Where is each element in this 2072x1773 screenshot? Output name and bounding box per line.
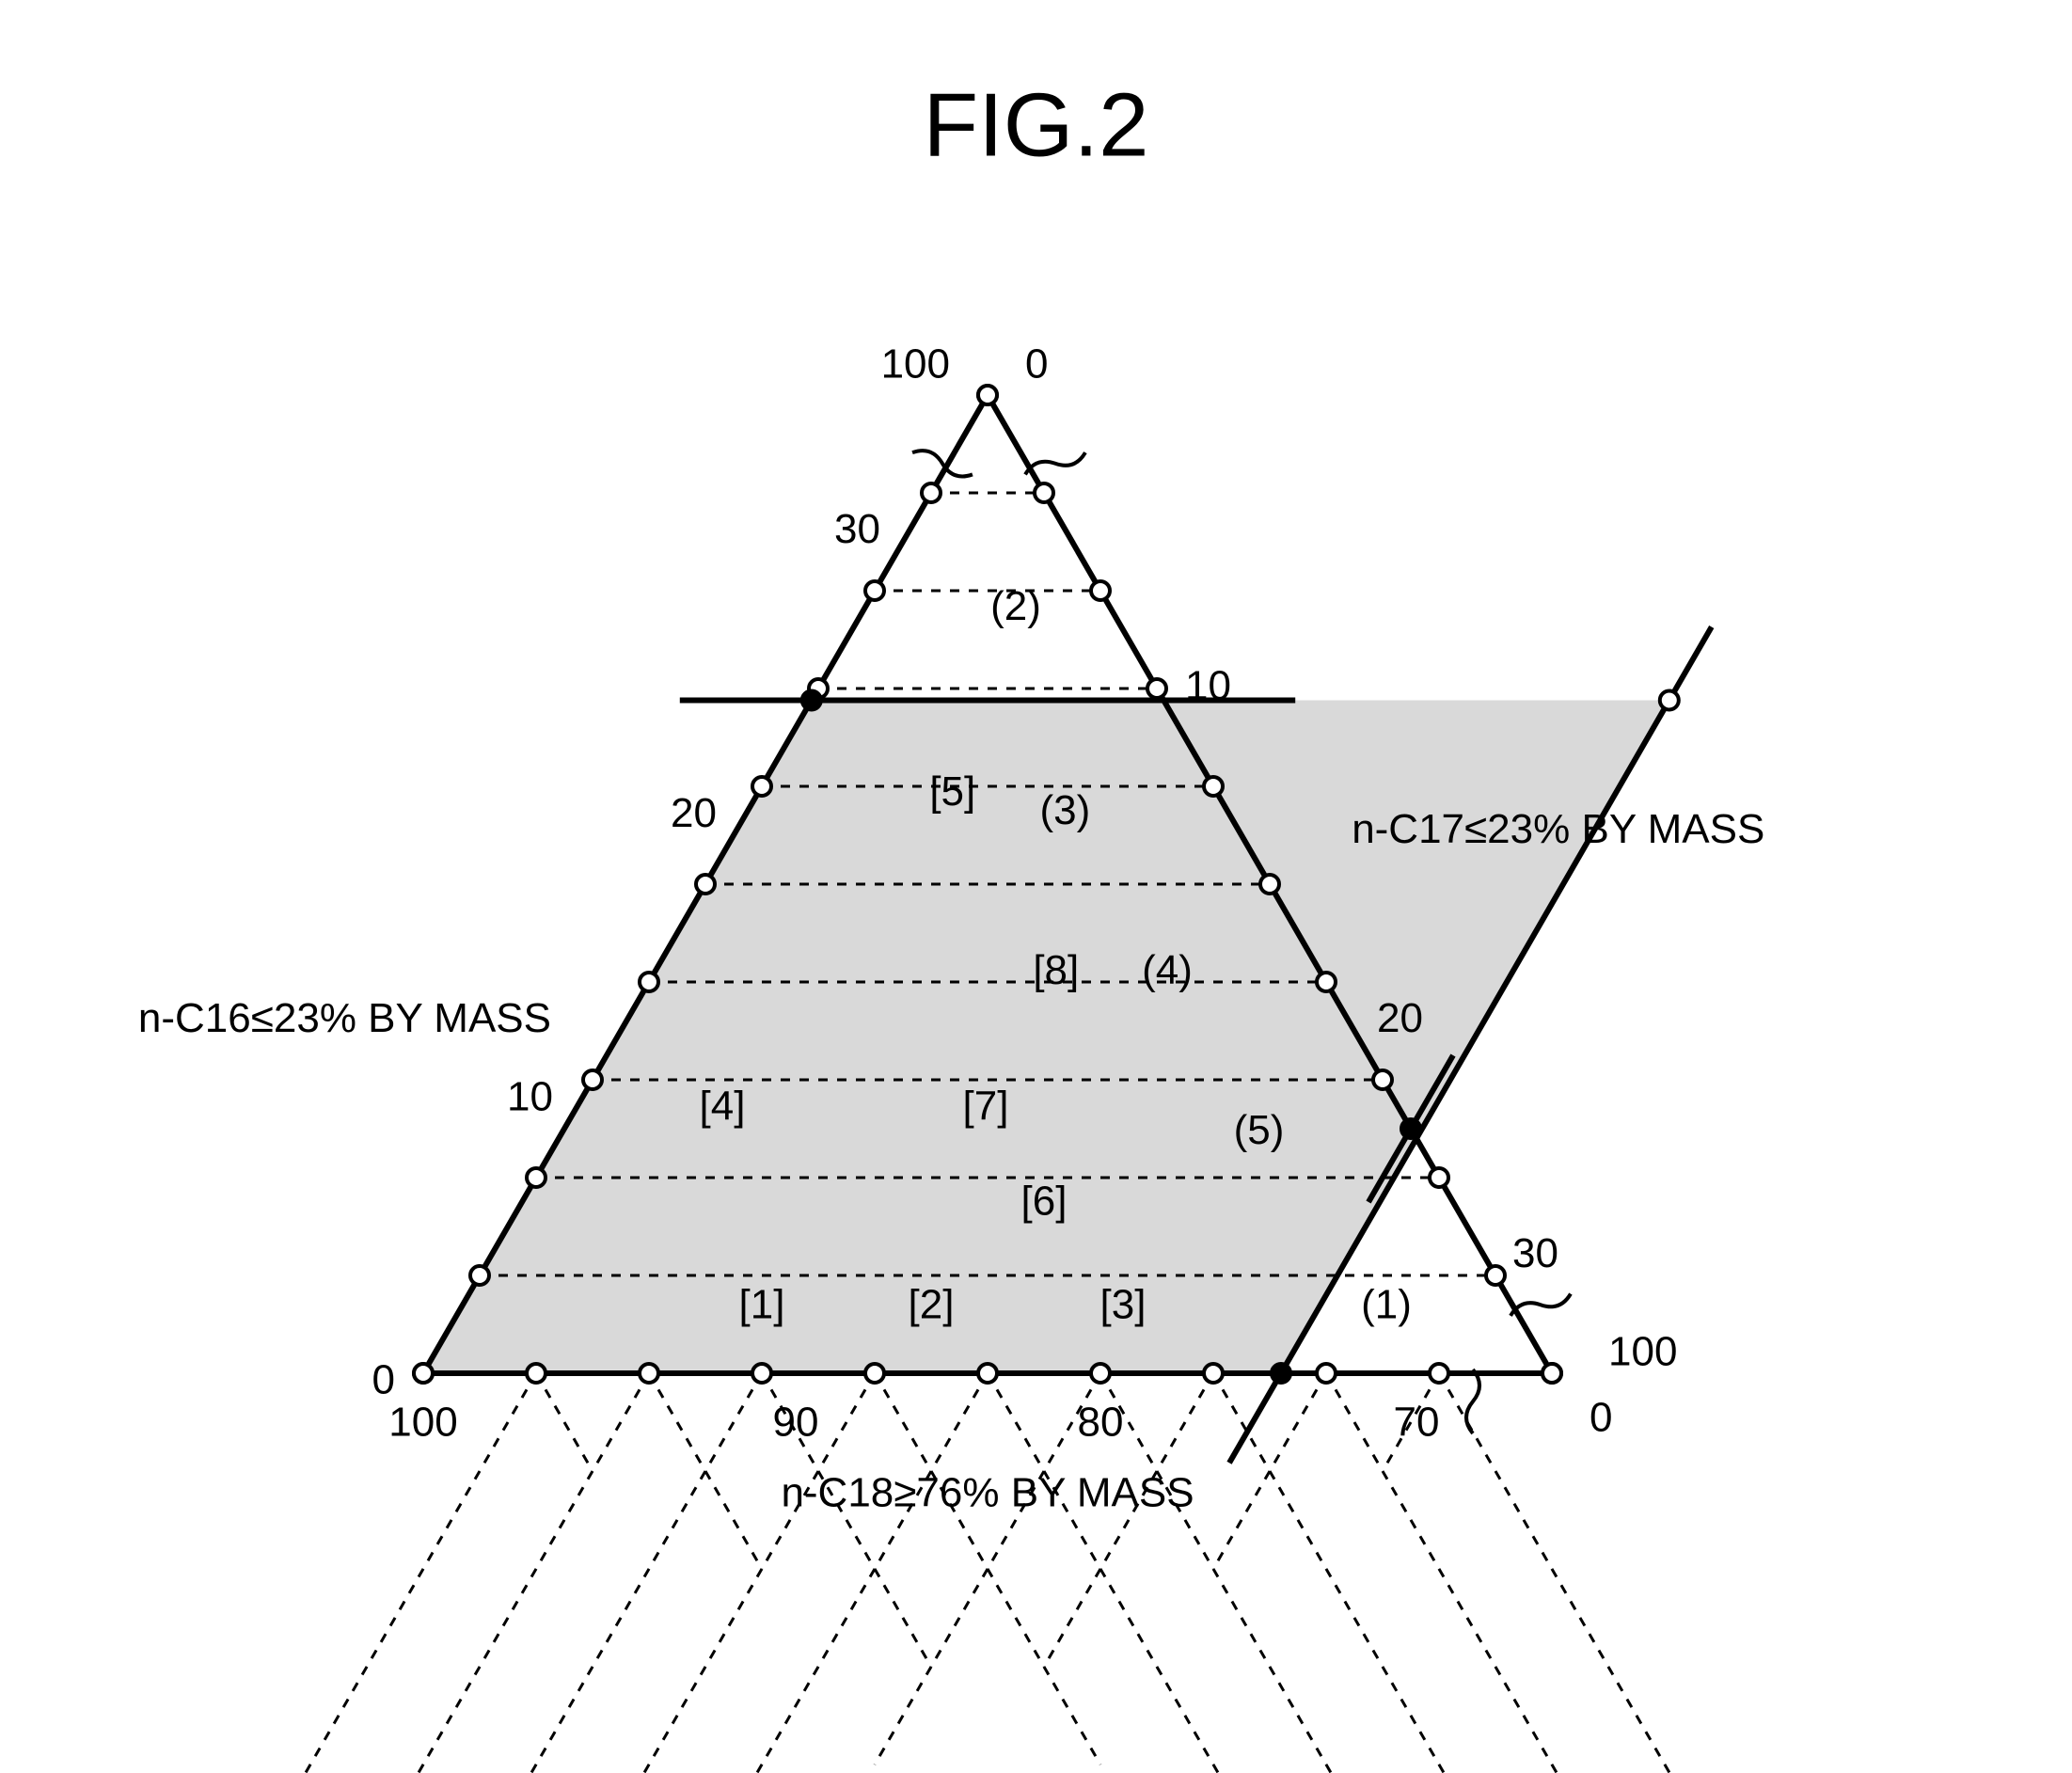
tick-0-rightbase: 0	[1590, 1395, 1612, 1441]
tick-marker	[1317, 973, 1336, 991]
tick-marker	[752, 777, 771, 796]
tick-marker	[414, 1364, 433, 1383]
tick-marker	[696, 875, 715, 894]
tick-marker	[640, 1364, 658, 1383]
tick-marker	[978, 1364, 997, 1383]
tick-marker	[470, 1266, 489, 1285]
tick-100-bottom: 100	[388, 1400, 457, 1446]
cell-b2: [2]	[909, 1282, 955, 1328]
tick-20-left: 20	[671, 790, 717, 836]
tick-marker	[1317, 1364, 1336, 1383]
tick-30-right: 30	[1512, 1230, 1558, 1276]
tick-marker	[1542, 1364, 1561, 1383]
tick-marker	[1091, 1364, 1110, 1383]
cell-b3: [3]	[1100, 1282, 1147, 1328]
tick-30-left: 30	[834, 506, 880, 552]
tick-marker	[865, 581, 884, 600]
tick-marker	[865, 1364, 884, 1383]
tick-marker	[978, 386, 997, 404]
tick-marker	[1147, 679, 1166, 698]
cell-b1: [1]	[739, 1282, 785, 1328]
axis-break	[1466, 1369, 1479, 1433]
tick-marker	[1486, 1266, 1505, 1285]
tick-marker	[527, 1364, 546, 1383]
tick-marker	[583, 1070, 602, 1089]
figure-title: FIG.2	[923, 74, 1148, 175]
tick-marker	[1401, 1119, 1420, 1138]
tick-10-right: 10	[1185, 663, 1231, 709]
cell-b7: [7]	[963, 1083, 1009, 1129]
tick-marker	[527, 1168, 546, 1187]
tick-marker	[1430, 1364, 1448, 1383]
tick-marker	[752, 1364, 771, 1383]
tick-marker	[1204, 777, 1223, 796]
cell-p2: (2)	[990, 583, 1041, 629]
tick-marker	[922, 483, 941, 502]
cell-b8: [8]	[1033, 947, 1079, 993]
tick-marker	[640, 973, 658, 991]
tick-80-bottom: 80	[1078, 1400, 1124, 1446]
axis-label-right: n-C17≤23% BY MASS	[1352, 806, 1764, 852]
tick-marker	[1260, 875, 1279, 894]
tick-marker	[1091, 581, 1110, 600]
tick-marker	[1373, 1070, 1392, 1089]
tick-100-right: 100	[1608, 1329, 1677, 1375]
tick-marker	[1430, 1168, 1448, 1187]
cell-p1: (1)	[1361, 1282, 1412, 1328]
cell-b5: [5]	[929, 768, 975, 815]
cell-p5: (5)	[1234, 1107, 1285, 1153]
tick-marker	[802, 690, 821, 709]
tick-0-top: 0	[1025, 341, 1048, 388]
tick-100-top: 100	[881, 341, 950, 388]
cell-b4: [4]	[700, 1083, 746, 1129]
axis-label-left: n-C16≤23% BY MASS	[138, 995, 551, 1041]
tick-marker	[1204, 1364, 1223, 1383]
tick-marker	[1035, 483, 1053, 502]
tick-marker	[1272, 1364, 1290, 1383]
tick-70-bottom: 70	[1394, 1400, 1440, 1446]
axis-label-bottom: n-C18≥76% BY MASS	[781, 1470, 1194, 1516]
tick-0-left: 0	[372, 1357, 395, 1403]
cell-p4: (4)	[1142, 947, 1193, 993]
tick-20-right: 20	[1377, 995, 1423, 1041]
cell-b6: [6]	[1021, 1179, 1068, 1225]
tick-10-left: 10	[507, 1073, 553, 1119]
tick-marker	[1660, 690, 1679, 709]
cell-p3: (3)	[1039, 787, 1090, 833]
tick-90-bottom: 90	[773, 1400, 819, 1446]
